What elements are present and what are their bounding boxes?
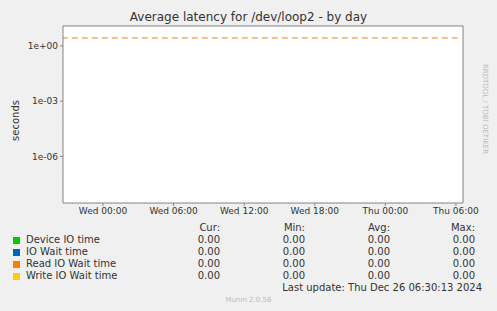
html-text:Min:: Min: [283,222,305,233]
svg-text:Thu 06:00: Thu 06:00 [432,206,479,216]
html-text:IO Wait time: IO Wait time [26,246,88,257]
html-text:Max:: Max: [451,222,475,233]
svg-text:Wed 06:00: Wed 06:00 [149,206,198,216]
svg-text:Wed 00:00: Wed 00:00 [79,206,128,216]
html-text:0.00: 0.00 [367,270,390,281]
html-text:Write IO Wait time: Write IO Wait time [26,270,118,281]
html-text:seconds: seconds [9,100,21,141]
html-text:0.00: 0.00 [282,234,305,245]
html-text:Munin 2.0.56: Munin 2.0.56 [225,296,272,304]
html-text:0.00: 0.00 [367,258,390,269]
html-text:0.00: 0.00 [452,246,475,257]
html-text:0.00: 0.00 [452,258,475,269]
html-text:0.00: 0.00 [197,234,220,245]
html-text:0.00: 0.00 [282,246,305,257]
svg-text:1e+00: 1e+00 [28,41,59,51]
html-text:0.00: 0.00 [197,246,220,257]
html-text:Last update: Thu Dec 26 06:30:: Last update: Thu Dec 26 06:30:13 2024 [282,282,482,293]
html-text:0.00: 0.00 [367,234,390,245]
html-text:Cur:: Cur: [199,222,220,233]
html-text:0.00: 0.00 [452,270,475,281]
svg-text:Wed 12:00: Wed 12:00 [220,206,269,216]
html-text:0.00: 0.00 [197,270,220,281]
html-text:Avg:: Avg: [368,222,390,233]
svg-text:Thu 00:00: Thu 00:00 [362,206,409,216]
html-text:Read IO Wait time: Read IO Wait time [26,258,117,269]
html-text:RRDTOOL / TOBI OETIKER: RRDTOOL / TOBI OETIKER [481,63,489,155]
svg-text:1e-03: 1e-03 [32,96,58,106]
html-text:Average latency for /dev/loop2: Average latency for /dev/loop2 - by day [129,10,368,24]
html-text:0.00: 0.00 [197,258,220,269]
svg-text:Wed 18:00: Wed 18:00 [291,206,340,216]
html-text:0.00: 0.00 [452,234,475,245]
svg-text:1e-06: 1e-06 [32,152,58,162]
html-text:0.00: 0.00 [282,258,305,269]
html-text:Device IO time: Device IO time [26,234,100,245]
html-text:0.00: 0.00 [282,270,305,281]
html-text:0.00: 0.00 [367,246,390,257]
